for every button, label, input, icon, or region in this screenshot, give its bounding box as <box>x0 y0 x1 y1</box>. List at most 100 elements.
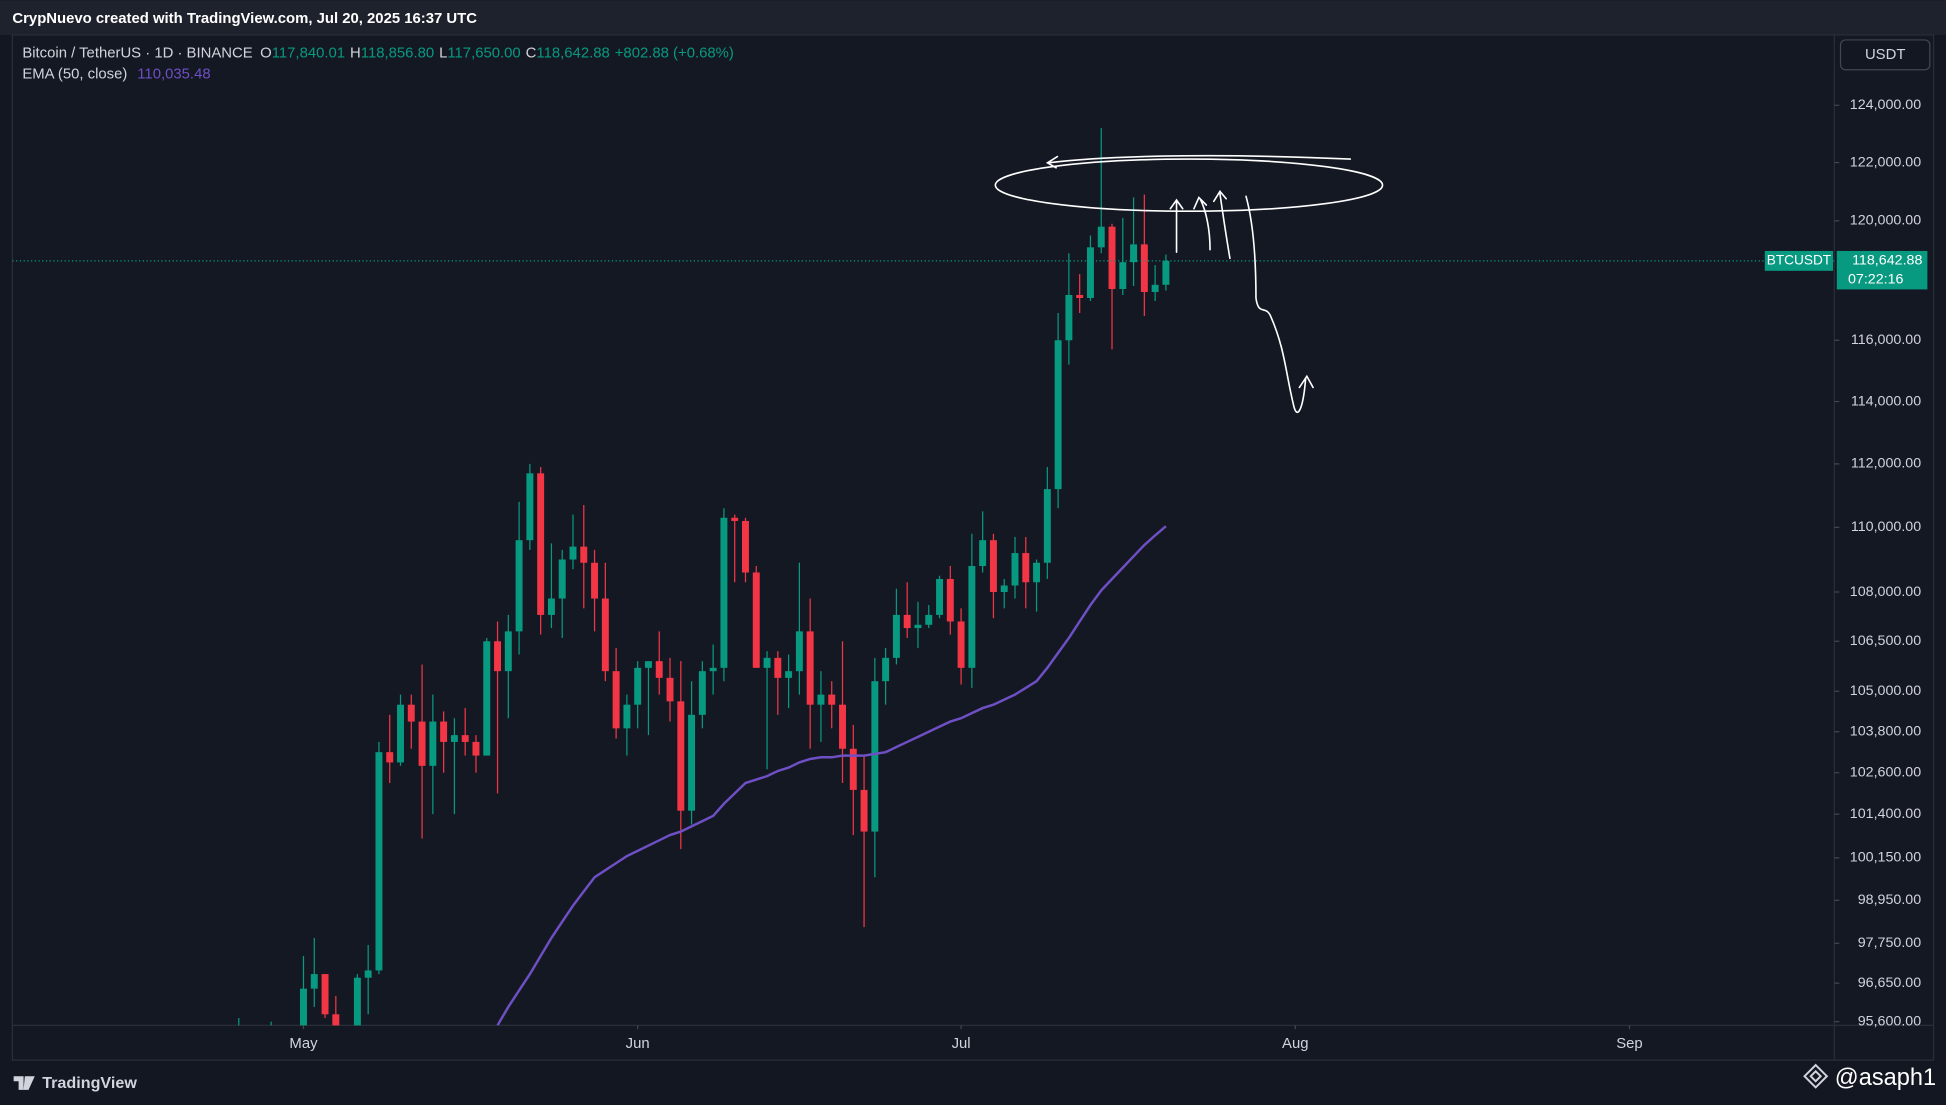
y-tick-label: 114,000.00 <box>1851 393 1921 409</box>
candle-body <box>1033 562 1041 583</box>
candle-body <box>752 572 760 668</box>
candle-body <box>472 741 480 756</box>
candle-body <box>925 614 933 625</box>
candle-body <box>537 473 545 615</box>
candle-body <box>429 721 437 766</box>
brand-logo <box>13 1076 35 1090</box>
candle-body <box>698 671 706 715</box>
candle-body <box>526 473 534 541</box>
candle-body <box>483 641 491 756</box>
ema-line <box>496 525 1167 1026</box>
candle-body <box>1119 262 1127 289</box>
currency-button[interactable] <box>1839 39 1931 71</box>
x-tick-label: Jul <box>952 1036 971 1052</box>
candle-body <box>839 704 846 749</box>
candle-body <box>742 520 749 573</box>
candle-body <box>957 621 965 668</box>
candle-body <box>903 614 911 629</box>
candle-body <box>461 735 469 742</box>
y-tick-label: 120,000.00 <box>1850 213 1921 229</box>
price-tag <box>1836 250 1928 290</box>
candle-body <box>677 701 685 811</box>
chart-pane <box>11 34 1935 1061</box>
drawn-ellipse <box>994 158 1384 213</box>
y-tick-label: 124,000.00 <box>1850 97 1921 113</box>
candle-body <box>720 517 728 668</box>
legend-series-value: 110,035.48 <box>137 67 210 83</box>
candle-body <box>785 671 793 678</box>
candle-body <box>946 578 954 622</box>
legend-item-value: 118,856.80 <box>361 46 434 62</box>
legend-ema: EMA (50, close) 110,035.48 <box>22 67 210 83</box>
candle-body <box>1140 244 1148 292</box>
candle-body <box>1065 294 1073 341</box>
y-tick-label: 101,400.00 <box>1850 806 1921 822</box>
symbol-tag <box>1764 250 1834 271</box>
legend-item-label: H <box>350 46 361 62</box>
candle-body <box>1076 294 1084 298</box>
candle-body <box>353 977 361 1026</box>
drawn-path <box>1245 195 1314 413</box>
candle-body <box>515 540 523 632</box>
legend-series-name: EMA (50, close) <box>22 67 127 83</box>
candle-body <box>397 704 404 763</box>
candle-body <box>1130 244 1138 263</box>
candle-body <box>806 631 814 705</box>
candle-body <box>580 546 588 563</box>
legend-item-label: L <box>439 46 447 62</box>
legend-change: +802.88 (+0.68%) <box>615 46 734 62</box>
candle-body <box>601 598 609 672</box>
legend-ohlc: Bitcoin / TetherUS · 1D · BINANCE O117,84… <box>22 46 734 62</box>
candle-body <box>418 721 426 766</box>
candle-body <box>892 614 900 658</box>
legend-item-label: C <box>526 46 537 62</box>
candle-body <box>871 681 879 832</box>
candle-body <box>375 752 383 971</box>
candle-body <box>1151 284 1159 292</box>
candle-body <box>300 988 307 1026</box>
currency-button-label[interactable]: USDT <box>1865 47 1906 63</box>
bottom-bar <box>0 1062 1946 1105</box>
candle-body <box>817 694 825 705</box>
candle-body <box>763 657 771 668</box>
x-tick-label: Sep <box>1616 1036 1642 1052</box>
watermark: @asaph1 <box>1835 1064 1936 1090</box>
y-tick-label: 105,000.00 <box>1850 683 1921 699</box>
candle-body <box>709 667 717 672</box>
drawn-arrow <box>1045 154 1352 169</box>
candle-body <box>1097 226 1105 248</box>
candle-body <box>1043 489 1051 563</box>
candle-body <box>569 546 577 560</box>
candle-body <box>1000 585 1008 593</box>
candle-body <box>591 562 599 599</box>
drawn-arrow <box>1169 198 1184 253</box>
candle-body <box>795 631 803 672</box>
y-tick-label: 97,750.00 <box>1858 935 1922 951</box>
y-tick-label: 103,800.00 <box>1850 724 1921 740</box>
candle-body <box>860 789 868 832</box>
candle-body <box>849 748 857 790</box>
candle-body <box>612 671 620 729</box>
candle-body <box>936 578 944 615</box>
y-tick-label: 100,150.00 <box>1850 850 1921 866</box>
legend-symbol: Bitcoin / TetherUS · 1D · BINANCE <box>22 46 252 62</box>
x-tick-label: Aug <box>1282 1036 1308 1052</box>
y-tick-label: 112,000.00 <box>1851 456 1921 472</box>
drawings <box>994 154 1384 413</box>
candle-body <box>407 704 415 722</box>
top-bar <box>0 0 1946 35</box>
drawn-arrow <box>1212 189 1231 260</box>
candle-body <box>666 677 674 702</box>
candle-body <box>774 657 782 678</box>
y-tick-label: 102,600.00 <box>1850 764 1921 780</box>
candle-body <box>494 641 502 672</box>
x-tick-label: Jun <box>626 1036 650 1052</box>
candle-body <box>1011 553 1019 586</box>
symbol-tag-label: BTCUSDT <box>1767 252 1832 267</box>
candle-body <box>450 735 458 742</box>
x-tick-label: May <box>289 1036 318 1052</box>
candle-body <box>1022 553 1030 583</box>
y-tick-label: 95,600.00 <box>1858 1013 1922 1029</box>
candle-body <box>332 1014 340 1026</box>
